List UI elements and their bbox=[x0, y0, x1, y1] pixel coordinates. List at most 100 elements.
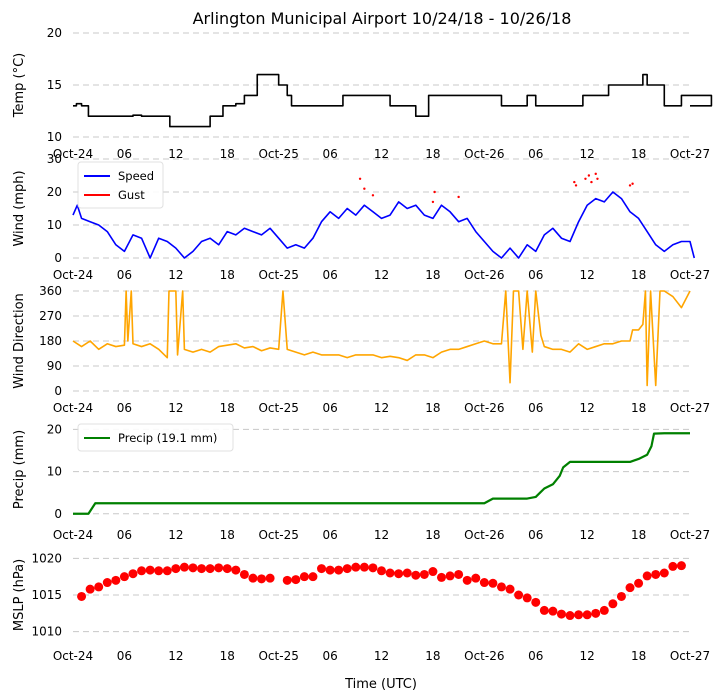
data-point bbox=[248, 573, 258, 583]
data-point bbox=[145, 565, 155, 575]
data-point bbox=[556, 609, 566, 619]
x-tick-label: Oct-26 bbox=[464, 649, 504, 663]
data-point bbox=[402, 568, 412, 578]
data-point bbox=[325, 565, 335, 575]
panel-3: 0 90 180 270 360 Oct-24 06 12 18 Oct-25 06 12 18 Oct-… bbox=[12, 284, 710, 415]
x-tick-label: 12 bbox=[374, 649, 389, 663]
data-point bbox=[205, 564, 215, 574]
y-tick-label: 360 bbox=[39, 284, 62, 298]
data-point bbox=[454, 569, 464, 579]
x-tick-label: 12 bbox=[580, 401, 595, 415]
x-tick-label: Oct-27 bbox=[670, 649, 710, 663]
data-point bbox=[308, 572, 318, 582]
data-point bbox=[522, 593, 532, 603]
series-line bbox=[73, 432, 690, 515]
data-point bbox=[363, 187, 366, 190]
y-tick-label: 0 bbox=[54, 384, 62, 398]
data-point bbox=[94, 582, 104, 592]
x-tick-label: Oct-27 bbox=[670, 401, 710, 415]
data-point bbox=[471, 573, 481, 583]
data-point bbox=[625, 583, 635, 593]
data-point bbox=[291, 575, 301, 585]
data-point bbox=[433, 190, 436, 194]
x-tick-label: 12 bbox=[374, 147, 389, 161]
y-axis-label: Precip (mm) bbox=[12, 430, 27, 509]
x-tick-label: 06 bbox=[322, 268, 337, 282]
x-tick-label: Oct-24 bbox=[53, 147, 93, 161]
data-point bbox=[596, 177, 599, 180]
x-tick-label: Oct-25 bbox=[258, 528, 298, 542]
x-tick-label: 18 bbox=[425, 649, 440, 663]
data-point bbox=[608, 599, 618, 609]
data-point bbox=[299, 572, 309, 582]
legend: Precip (19.1 mm) bbox=[77, 423, 234, 452]
data-point bbox=[445, 571, 455, 581]
x-tick-label: 06 bbox=[322, 401, 337, 415]
y-tick-label: 270 bbox=[39, 309, 62, 323]
data-point bbox=[457, 195, 460, 199]
data-point bbox=[342, 564, 352, 574]
data-point bbox=[171, 564, 181, 574]
data-point bbox=[584, 177, 587, 180]
data-point bbox=[111, 575, 121, 585]
series-line bbox=[72, 191, 696, 259]
data-point bbox=[239, 569, 249, 579]
x-tick-label: 18 bbox=[220, 268, 235, 282]
data-point bbox=[77, 591, 87, 601]
y-tick-label: 10 bbox=[47, 130, 62, 144]
x-tick-label: Oct-25 bbox=[258, 268, 298, 282]
x-tick-label: Oct-24 bbox=[53, 528, 93, 542]
y-tick-label: 20 bbox=[47, 185, 62, 199]
x-tick-label: 18 bbox=[631, 528, 646, 542]
data-point bbox=[137, 566, 147, 576]
y-axis-label: Wind Direction bbox=[12, 293, 27, 389]
data-point bbox=[574, 610, 584, 620]
data-point bbox=[599, 605, 609, 615]
data-point bbox=[385, 568, 395, 578]
y-tick-label: 1020 bbox=[31, 551, 62, 565]
x-tick-label: Oct-25 bbox=[258, 147, 298, 161]
x-tick-label: 18 bbox=[425, 268, 440, 282]
data-point bbox=[616, 591, 626, 601]
x-tick-label: Oct-26 bbox=[464, 147, 504, 161]
y-tick-label: 0 bbox=[54, 251, 62, 265]
x-tick-label: Oct-27 bbox=[670, 268, 710, 282]
legend-box bbox=[77, 423, 234, 452]
data-point bbox=[659, 568, 669, 578]
x-tick-label: 12 bbox=[168, 649, 183, 663]
y-tick-label: 10 bbox=[47, 465, 62, 479]
x-tick-label: 06 bbox=[117, 401, 132, 415]
y-tick-label: 90 bbox=[47, 359, 62, 373]
data-point bbox=[265, 573, 275, 583]
y-tick-label: 0 bbox=[54, 507, 62, 521]
x-tick-label: 06 bbox=[117, 649, 132, 663]
data-point bbox=[231, 565, 241, 575]
x-tick-label: 18 bbox=[425, 147, 440, 161]
legend-label: Precip (19.1 mm) bbox=[118, 431, 217, 445]
data-point bbox=[428, 567, 438, 577]
y-tick-label: 1015 bbox=[31, 588, 62, 602]
x-tick-label: 18 bbox=[220, 401, 235, 415]
legend: Speed Gust bbox=[77, 161, 164, 209]
data-point bbox=[394, 569, 404, 579]
y-tick-label: 180 bbox=[39, 334, 62, 348]
x-tick-label: Oct-24 bbox=[53, 268, 93, 282]
panel-2: 0 10 20 30 Oct-24 06 12 18 Oct-25 06 12 18 Oct-26 06 1… bbox=[12, 152, 710, 282]
data-point bbox=[514, 590, 524, 600]
x-tick-label: Oct-26 bbox=[464, 528, 504, 542]
data-point bbox=[334, 565, 344, 575]
x-tick-label: 12 bbox=[374, 528, 389, 542]
data-point bbox=[179, 562, 189, 572]
data-point bbox=[197, 564, 207, 574]
data-point bbox=[222, 564, 232, 574]
x-tick-label: 06 bbox=[528, 528, 543, 542]
data-point bbox=[359, 562, 369, 572]
y-tick-label: 20 bbox=[47, 422, 62, 436]
data-point bbox=[594, 172, 597, 176]
x-tick-label: 18 bbox=[425, 401, 440, 415]
x-tick-label: 18 bbox=[425, 528, 440, 542]
data-point bbox=[539, 605, 549, 615]
x-tick-label: 12 bbox=[580, 649, 595, 663]
data-point bbox=[102, 578, 112, 588]
data-point bbox=[351, 562, 361, 572]
